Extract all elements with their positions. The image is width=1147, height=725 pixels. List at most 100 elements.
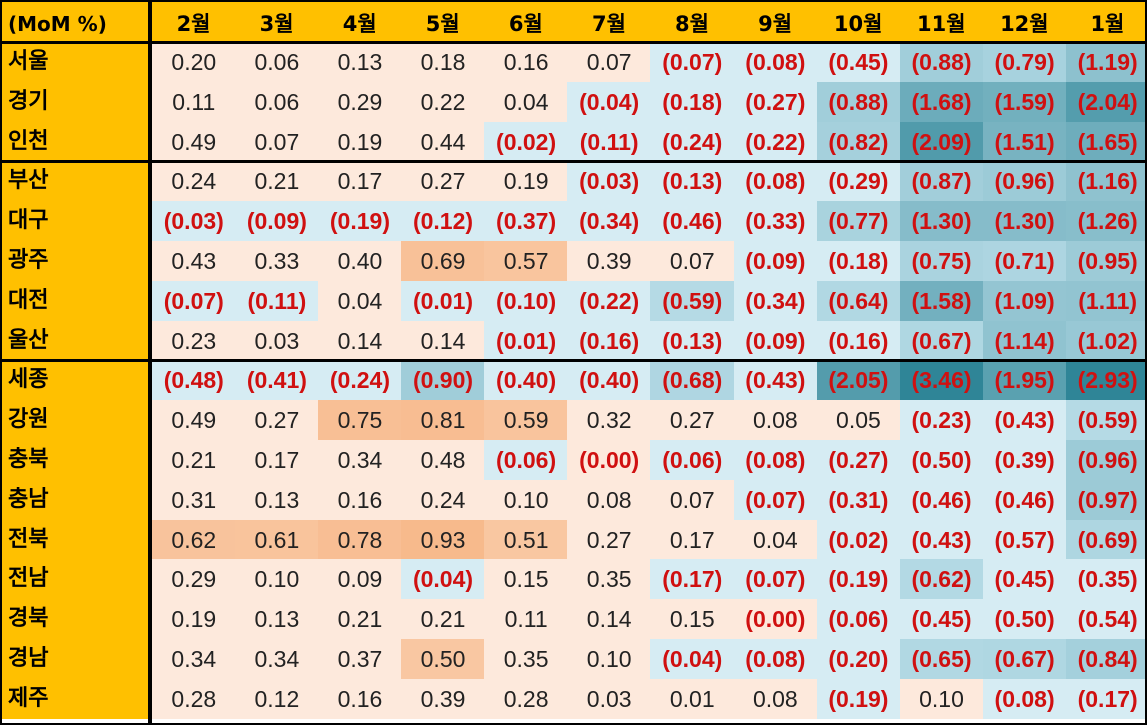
heatmap-cell: 0.29 bbox=[152, 559, 236, 600]
heatmap-cell: (0.59) bbox=[1065, 400, 1145, 441]
heatmap-cell: (0.18) bbox=[650, 81, 735, 122]
heatmap-cell: (0.50) bbox=[982, 599, 1067, 640]
heatmap-cell: 0.08 bbox=[733, 678, 818, 719]
heatmap-cell: (0.08) bbox=[733, 161, 818, 202]
column-header: 4월 bbox=[342, 12, 377, 36]
heatmap-cell: 0.35 bbox=[484, 639, 568, 680]
heatmap-cell: 0.51 bbox=[484, 519, 568, 560]
heatmap-cell: (0.07) bbox=[733, 479, 818, 520]
heatmap-cell: (1.19) bbox=[1065, 42, 1145, 83]
column-header: 10월 bbox=[833, 12, 883, 36]
heatmap-cell: 0.12 bbox=[235, 678, 319, 719]
heatmap-cell: (1.30) bbox=[899, 201, 984, 242]
heatmap-cell: 0.10 bbox=[567, 639, 651, 680]
heatmap-cell: 0.17 bbox=[318, 161, 402, 202]
row-label: 전북 bbox=[2, 519, 148, 560]
heatmap-cell: 0.21 bbox=[318, 599, 402, 640]
heatmap-cell: (0.23) bbox=[899, 400, 984, 441]
heatmap-cell: 0.10 bbox=[484, 479, 568, 520]
row-label: 강원 bbox=[2, 400, 148, 441]
heatmap-cell: 0.48 bbox=[401, 440, 485, 481]
heatmap-cell: 0.32 bbox=[567, 400, 651, 441]
heatmap-cell: 0.10 bbox=[899, 678, 984, 719]
heatmap-cell: (0.19) bbox=[318, 201, 402, 242]
heatmap-cell: 0.34 bbox=[318, 440, 402, 481]
heatmap-cell: 0.27 bbox=[567, 519, 651, 560]
heatmap-cell: 0.21 bbox=[235, 161, 319, 202]
heatmap-cell: (0.17) bbox=[650, 559, 735, 600]
heatmap-cell: (0.04) bbox=[401, 559, 485, 600]
heatmap-cell: 0.28 bbox=[152, 678, 236, 719]
header-row: (MoM %) 2월 3월 4월 5월 6월 7월 8월 9월 10월 11월 12월 1월 bbox=[2, 2, 1145, 42]
heatmap-cell: 0.61 bbox=[235, 519, 319, 560]
heatmap-cell: 0.07 bbox=[235, 121, 319, 162]
row-label: 세종 bbox=[2, 360, 148, 401]
heatmap-cell: (0.16) bbox=[816, 320, 901, 361]
heatmap-cell: (1.68) bbox=[899, 81, 984, 122]
heatmap-cell: 0.57 bbox=[484, 241, 568, 282]
heatmap-cell: (0.82) bbox=[816, 121, 901, 162]
heatmap-cell: (0.19) bbox=[816, 559, 901, 600]
heatmap-cell: (0.10) bbox=[484, 280, 568, 321]
row-label: 광주 bbox=[2, 241, 148, 281]
heatmap-cell: (0.04) bbox=[567, 81, 651, 122]
group-divider bbox=[2, 41, 1145, 44]
heatmap-cell: (0.29) bbox=[816, 161, 901, 202]
heatmap-cell: 0.16 bbox=[484, 42, 568, 83]
heatmap-cell: (1.30) bbox=[982, 201, 1067, 242]
row-label: 서울 bbox=[2, 42, 148, 82]
heatmap-cell: 0.07 bbox=[650, 241, 735, 282]
column-header: 2월 bbox=[176, 12, 211, 36]
heatmap-cell: (1.65) bbox=[1065, 121, 1145, 162]
heatmap-cell: 0.21 bbox=[401, 599, 485, 640]
heatmap-cell: (0.65) bbox=[899, 639, 984, 680]
heatmap-cell: (0.46) bbox=[982, 479, 1067, 520]
heatmap-cell: (1.95) bbox=[982, 360, 1067, 401]
heatmap-cell: (0.03) bbox=[152, 201, 236, 242]
heatmap-cell: (0.97) bbox=[1065, 479, 1145, 520]
heatmap-cell: (2.09) bbox=[899, 121, 984, 162]
heatmap-cell: (0.79) bbox=[982, 42, 1067, 83]
heatmap-cell: 0.05 bbox=[816, 400, 901, 441]
heatmap-cell: (0.48) bbox=[152, 360, 236, 401]
heatmap-cell: (0.18) bbox=[816, 241, 901, 282]
heatmap-cell: 0.75 bbox=[318, 400, 402, 441]
heatmap-cell: 0.21 bbox=[152, 440, 236, 481]
heatmap-cell: (1.09) bbox=[982, 280, 1067, 321]
heatmap-cell: 0.44 bbox=[401, 121, 485, 162]
heatmap-cell: 0.43 bbox=[152, 241, 236, 282]
heatmap-cell: 0.14 bbox=[567, 599, 651, 640]
row-label: 인천 bbox=[2, 121, 148, 162]
heatmap-cell: 0.16 bbox=[318, 479, 402, 520]
heatmap-cell: 0.03 bbox=[567, 678, 651, 719]
heatmap-cell: 0.04 bbox=[484, 81, 568, 122]
heatmap-cell: (0.77) bbox=[816, 201, 901, 242]
heatmap-cell: 0.20 bbox=[152, 42, 236, 83]
heatmap-cell: (0.16) bbox=[567, 320, 651, 361]
column-header: 5월 bbox=[425, 12, 460, 36]
row-label: 대전 bbox=[2, 280, 148, 321]
heatmap-cell: (0.90) bbox=[401, 360, 485, 401]
heatmap-cell: (2.93) bbox=[1065, 360, 1145, 401]
heatmap-cell: 0.34 bbox=[152, 639, 236, 680]
heatmap-cell: 0.08 bbox=[567, 479, 651, 520]
heatmap-cell: 0.28 bbox=[484, 678, 568, 719]
heatmap-cell: (0.06) bbox=[816, 599, 901, 640]
heatmap-cell: (0.67) bbox=[899, 320, 984, 361]
heatmap-cell: 0.11 bbox=[484, 599, 568, 640]
heatmap-cell: (0.67) bbox=[982, 639, 1067, 680]
heatmap-cell: (0.43) bbox=[982, 400, 1067, 441]
row-label: 경기 bbox=[2, 81, 148, 122]
heatmap-cell: (1.59) bbox=[982, 81, 1067, 122]
heatmap-cell: (2.04) bbox=[1065, 81, 1145, 122]
heatmap-cell: (0.08) bbox=[733, 639, 818, 680]
heatmap-cell: (0.33) bbox=[733, 201, 818, 242]
heatmap-cell: 0.27 bbox=[235, 400, 319, 441]
column-header: 9월 bbox=[758, 12, 793, 36]
heatmap-cell: (0.40) bbox=[567, 360, 651, 401]
heatmap-cell: (0.02) bbox=[484, 121, 568, 162]
column-header: 12월 bbox=[1000, 12, 1049, 36]
heatmap-cell: (0.01) bbox=[484, 320, 568, 361]
heatmap-cell: (0.27) bbox=[816, 440, 901, 481]
